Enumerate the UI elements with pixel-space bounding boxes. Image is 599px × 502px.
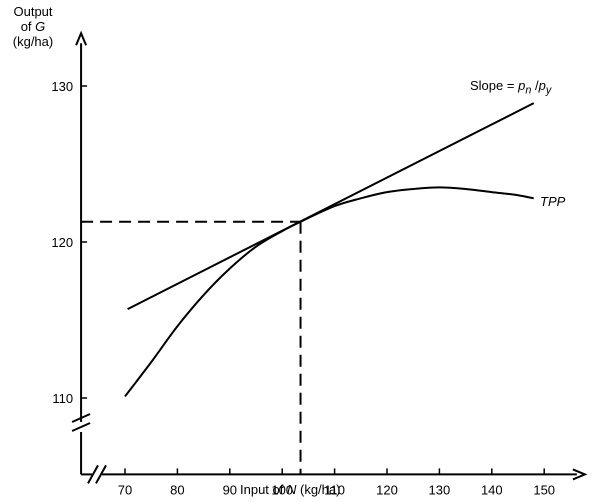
axes bbox=[71, 30, 588, 484]
x-tick-label: 150 bbox=[533, 482, 555, 497]
series-group bbox=[124, 102, 535, 398]
x-tick-label: 130 bbox=[429, 482, 451, 497]
y-axis-arrow bbox=[75, 30, 88, 46]
y-axis-label: Output of G (kg/ha) bbox=[4, 4, 62, 49]
x-tick-label: 90 bbox=[223, 482, 237, 497]
y-tick-label: 110 bbox=[52, 391, 73, 406]
y-axis-label-line: Output bbox=[13, 4, 53, 19]
x-axis-arrow bbox=[572, 468, 588, 481]
y-tick-label: 130 bbox=[51, 79, 73, 94]
y-axis-break-mark bbox=[71, 413, 91, 423]
slope-annotation: Slope = pn /py bbox=[470, 78, 552, 97]
x-axis-break-mark bbox=[87, 464, 99, 484]
y-axis-label-line: (kg/ha) bbox=[12, 34, 54, 49]
x-tick-label: 70 bbox=[118, 482, 132, 497]
x-tick-label: 100 bbox=[271, 482, 293, 497]
x-tick-label: 110 bbox=[324, 482, 345, 497]
x-tick-label: 80 bbox=[170, 482, 184, 497]
x-tick-label: 120 bbox=[376, 482, 398, 497]
y-axis-break-mark bbox=[71, 422, 91, 432]
x-tick-label: 140 bbox=[481, 482, 503, 497]
x-axis-label: Input of N (kg/ha) bbox=[240, 482, 341, 497]
x-axis-break-mark bbox=[95, 464, 107, 484]
y-tick-label: 120 bbox=[51, 235, 73, 250]
y-axis-label-line: of G bbox=[20, 19, 46, 34]
tpp-curve-label: TPP bbox=[540, 194, 566, 209]
price-ratio-tangent-line bbox=[127, 102, 535, 310]
guide-lines bbox=[81, 220, 302, 475]
tpp-curve bbox=[124, 186, 534, 398]
ticks: 70 80 90 100 110 120 130 140 150 110 120 130 bbox=[51, 79, 555, 497]
